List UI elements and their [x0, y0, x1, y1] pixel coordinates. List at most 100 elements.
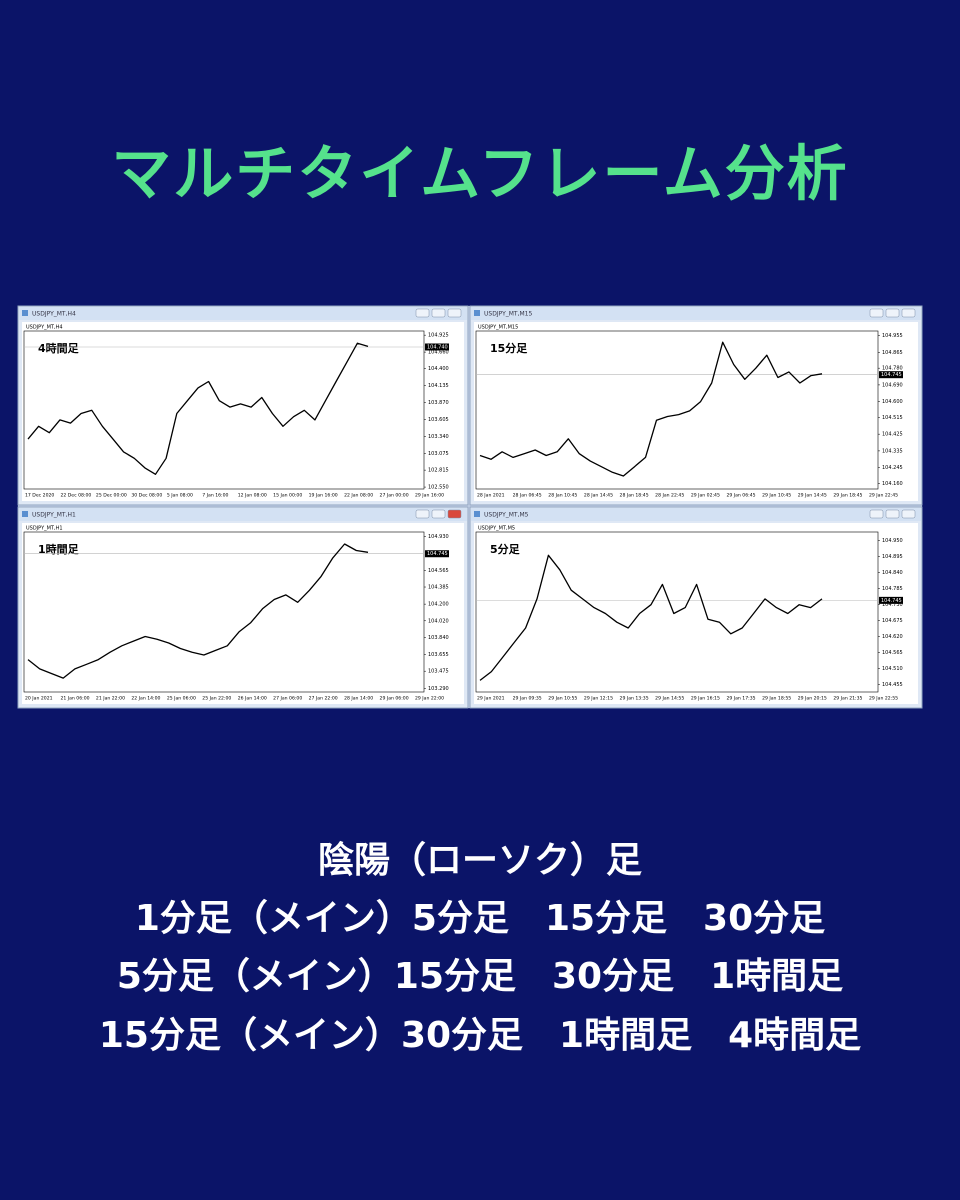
y-tick-label: 104.895 — [882, 554, 903, 560]
x-tick-label: 22 Dec 08:00 — [60, 493, 91, 499]
y-tick-label: 104.955 — [882, 333, 903, 339]
window-icon — [474, 511, 480, 517]
y-tick-label: 102.550 — [428, 485, 449, 491]
y-tick-label: 103.655 — [428, 652, 449, 658]
x-tick-label: 29 Jan 18:45 — [833, 493, 862, 499]
symbol-label: USDJPY_MT,M15 — [478, 325, 518, 331]
symbol-label: USDJPY_MT,H1 — [26, 526, 63, 532]
current-price-box — [879, 371, 903, 379]
title-bar — [19, 307, 467, 320]
x-tick-label: 20 Jan 2021 — [25, 696, 53, 702]
y-tick-label: 103.605 — [428, 417, 449, 423]
y-tick-label: 104.925 — [428, 333, 449, 339]
x-tick-label: 29 Jan 18:55 — [762, 696, 791, 702]
window-button — [869, 509, 884, 519]
window-button — [901, 308, 916, 318]
plot-border — [23, 330, 425, 490]
y-tick-label: 104.930 — [428, 534, 449, 540]
plot-border — [475, 531, 879, 693]
window-title: USDJPY_MT,H1 — [32, 512, 76, 519]
x-tick-label: 7 Jan 16:00 — [202, 493, 228, 499]
window-button — [415, 509, 430, 519]
price-line — [479, 554, 823, 681]
y-tick-label: 104.840 — [882, 570, 903, 576]
x-tick-label: 29 Jan 16:15 — [691, 696, 720, 702]
y-tick-label: 104.620 — [882, 634, 903, 640]
x-tick-label: 29 Jan 16:00 — [415, 493, 444, 499]
y-tick-label: 104.780 — [882, 366, 903, 372]
x-tick-label: 5 Jan 08:00 — [167, 493, 193, 499]
y-tick-label: 104.675 — [882, 618, 903, 624]
x-tick-label: 29 Jan 20:15 — [798, 696, 827, 702]
y-tick-label: 104.565 — [882, 650, 903, 656]
window-icon — [22, 310, 28, 316]
current-price-label: 104.745 — [881, 372, 902, 378]
y-tick-label: 104.660 — [428, 350, 449, 356]
x-tick-label: 28 Jan 22:45 — [655, 493, 684, 499]
y-tick-label: 104.160 — [882, 481, 903, 487]
window-button — [901, 509, 916, 519]
x-tick-label: 29 Jan 10:45 — [762, 493, 791, 499]
x-tick-label: 29 Jan 09:35 — [513, 696, 542, 702]
x-tick-label: 29 Jan 2021 — [477, 696, 505, 702]
y-tick-label: 104.690 — [882, 382, 903, 388]
body-line: 5分足（メイン）15分足 30分足 1時間足 — [117, 956, 843, 997]
y-tick-label: 103.340 — [428, 434, 449, 440]
y-tick-label: 104.400 — [428, 366, 449, 372]
current-price-box — [879, 596, 903, 604]
y-tick-label: 104.600 — [882, 399, 903, 405]
y-tick-label: 104.865 — [882, 350, 903, 356]
x-tick-label: 29 Jan 21:35 — [833, 696, 862, 702]
symbol-label: USDJPY_MT,M5 — [478, 526, 515, 532]
y-tick-label: 104.425 — [882, 432, 903, 438]
current-price-label: 104.745 — [881, 598, 902, 604]
y-tick-label: 104.730 — [882, 602, 903, 608]
x-tick-label: 27 Jan 22:00 — [309, 696, 338, 702]
chart-area — [22, 523, 464, 704]
body-line: 陰陽（ローソク）足 — [318, 840, 642, 881]
price-line — [479, 341, 823, 477]
timeframe-label: 15分足 — [490, 341, 528, 355]
x-tick-label: 28 Jan 2021 — [477, 493, 505, 499]
current-price-box — [425, 550, 449, 558]
y-tick-label: 104.565 — [428, 568, 449, 574]
price-line — [27, 543, 369, 679]
y-tick-label: 104.245 — [882, 465, 903, 471]
x-tick-label: 25 Dec 00:00 — [96, 493, 127, 499]
timeframe-label: 1時間足 — [38, 542, 80, 556]
y-tick-label: 104.785 — [882, 586, 903, 592]
window-title: USDJPY_MT,H4 — [32, 311, 76, 318]
y-tick-label: 103.290 — [428, 686, 449, 692]
x-tick-label: 27 Jan 06:00 — [273, 696, 302, 702]
window-button — [431, 308, 446, 318]
y-tick-label: 103.840 — [428, 635, 449, 641]
y-tick-label: 104.515 — [882, 415, 903, 421]
current-price-label: 104.745 — [427, 551, 448, 557]
chart-area — [474, 322, 918, 501]
y-tick-label: 103.475 — [428, 669, 449, 675]
x-tick-label: 29 Jan 22:55 — [869, 696, 898, 702]
window-button — [447, 509, 462, 519]
x-tick-label: 28 Jan 14:00 — [344, 696, 373, 702]
x-tick-label: 21 Jan 06:00 — [60, 696, 89, 702]
y-tick-label: 104.200 — [428, 602, 449, 608]
x-tick-label: 19 Jan 16:00 — [309, 493, 338, 499]
y-tick-label: 104.455 — [882, 682, 903, 688]
y-tick-label: 104.020 — [428, 618, 449, 624]
x-tick-label: 22 Jan 08:00 — [344, 493, 373, 499]
y-tick-label: 104.950 — [882, 538, 903, 544]
timeframe-label: 5分足 — [490, 542, 521, 556]
y-tick-label: 104.135 — [428, 383, 449, 389]
y-tick-label: 104.335 — [882, 448, 903, 454]
x-tick-label: 29 Jan 14:45 — [798, 493, 827, 499]
x-tick-label: 29 Jan 22:00 — [415, 696, 444, 702]
y-tick-label: 104.510 — [882, 666, 903, 672]
x-tick-label: 27 Jan 00:00 — [380, 493, 409, 499]
x-tick-label: 25 Jan 22:00 — [202, 696, 231, 702]
title-bar — [471, 508, 921, 521]
x-tick-label: 21 Jan 22:00 — [96, 696, 125, 702]
x-tick-label: 28 Jan 14:45 — [584, 493, 613, 499]
x-tick-label: 29 Jan 12:15 — [584, 696, 613, 702]
